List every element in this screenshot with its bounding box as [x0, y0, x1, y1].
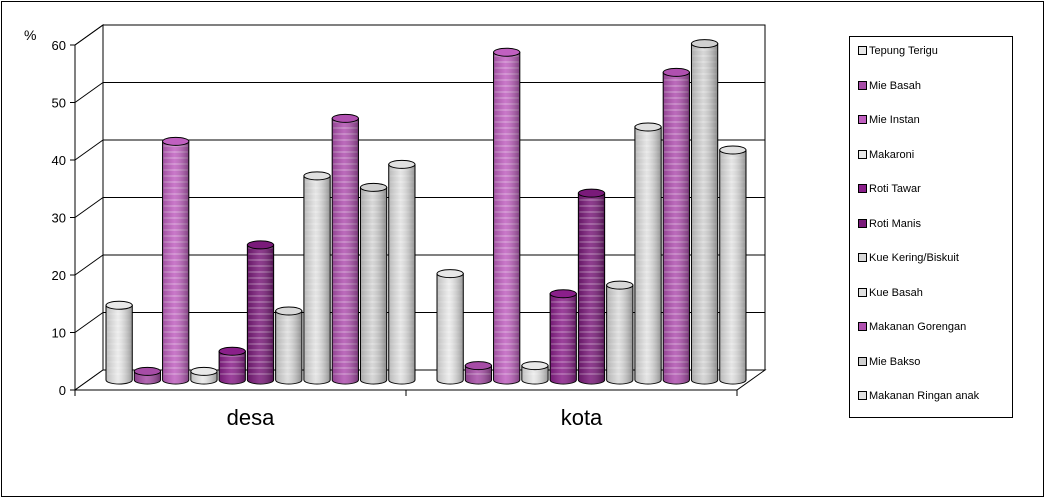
legend-item: Tepung Terigu	[858, 45, 938, 58]
legend-label: Makanan Gorengan	[869, 321, 967, 333]
gridline-side	[74, 24, 104, 46]
legend-label: Kue Basah	[869, 286, 923, 299]
legend-swatch	[858, 80, 867, 90]
bar	[493, 47, 521, 385]
legend-item: Makaroni	[858, 149, 914, 162]
legend-item: Makanan Ringan anak	[858, 390, 979, 403]
legend-item: Roti Tawar	[858, 183, 921, 196]
bar	[719, 145, 747, 385]
bar	[133, 366, 162, 385]
bar	[218, 346, 246, 385]
bar	[388, 159, 416, 385]
bar	[190, 366, 218, 385]
gridline-side	[74, 197, 104, 218]
legend-label: Mie Bakso	[869, 355, 921, 368]
legend-swatch	[858, 356, 867, 366]
legend-label: Makanan Ringan anak	[869, 390, 980, 402]
x-axis: desa kota	[74, 390, 738, 430]
legend-item: Makanan Gorengan	[858, 321, 966, 334]
y-tick-label: 20	[52, 268, 66, 283]
legend-item: Mie Basah	[858, 80, 921, 93]
bar	[275, 306, 303, 385]
legend-label: Kue Kering/Biskuit	[869, 252, 959, 264]
bar	[105, 300, 133, 385]
legend-swatch	[858, 391, 867, 400]
x-category-label: kota	[561, 405, 603, 430]
legend-swatch	[858, 287, 867, 297]
legend-swatch	[858, 184, 867, 193]
bar	[359, 182, 388, 385]
bars	[105, 39, 747, 385]
legend-swatch	[858, 46, 867, 55]
gridline-side	[74, 82, 104, 103]
legend-swatch	[858, 218, 867, 228]
y-tick-label: 50	[52, 96, 66, 111]
legend-item: Mie Bakso	[858, 356, 920, 369]
y-tick-label: 60	[52, 38, 66, 53]
legend-item: Kue Basah	[858, 287, 923, 300]
bar	[606, 280, 634, 385]
bar	[331, 113, 359, 385]
legend-label: Roti Tawar	[869, 183, 921, 195]
gridline-side	[74, 312, 104, 333]
legend-swatch	[858, 115, 867, 124]
legend: Tepung Terigu Mie Basah Mie Instan Makaroni…	[849, 36, 1013, 418]
legend-label: Makaroni	[869, 148, 915, 161]
y-tick-label: 0	[59, 383, 66, 398]
bar	[246, 240, 275, 385]
bar	[303, 171, 331, 385]
bar	[549, 289, 577, 385]
bar	[521, 361, 549, 385]
y-axis: 0 10 20 30 40 50 60	[52, 38, 76, 398]
bar	[162, 136, 190, 385]
bar	[690, 39, 719, 385]
bar	[436, 269, 464, 385]
y-tick-label: 30	[52, 211, 66, 226]
legend-item: Roti Manis	[858, 218, 921, 231]
legend-label: Tepung Terigu	[869, 45, 938, 57]
legend-swatch	[858, 253, 867, 262]
y-tick-label: 40	[52, 153, 66, 168]
bar	[662, 67, 690, 385]
bar	[464, 361, 493, 385]
bar	[634, 122, 662, 385]
legend-label: Mie Basah	[869, 79, 921, 92]
y-axis-label: %	[24, 27, 36, 43]
legend-swatch	[858, 149, 867, 159]
y-tick-label: 10	[52, 326, 66, 341]
legend-label: Roti Manis	[869, 217, 921, 230]
x-category-label: desa	[227, 405, 275, 430]
bar	[577, 188, 606, 385]
gridline-side	[74, 254, 104, 276]
legend-swatch	[858, 322, 867, 331]
gridline-side	[74, 139, 104, 161]
legend-label: Mie Instan	[869, 114, 920, 126]
legend-item: Kue Kering/Biskuit	[858, 252, 959, 265]
legend-item: Mie Instan	[858, 114, 920, 127]
